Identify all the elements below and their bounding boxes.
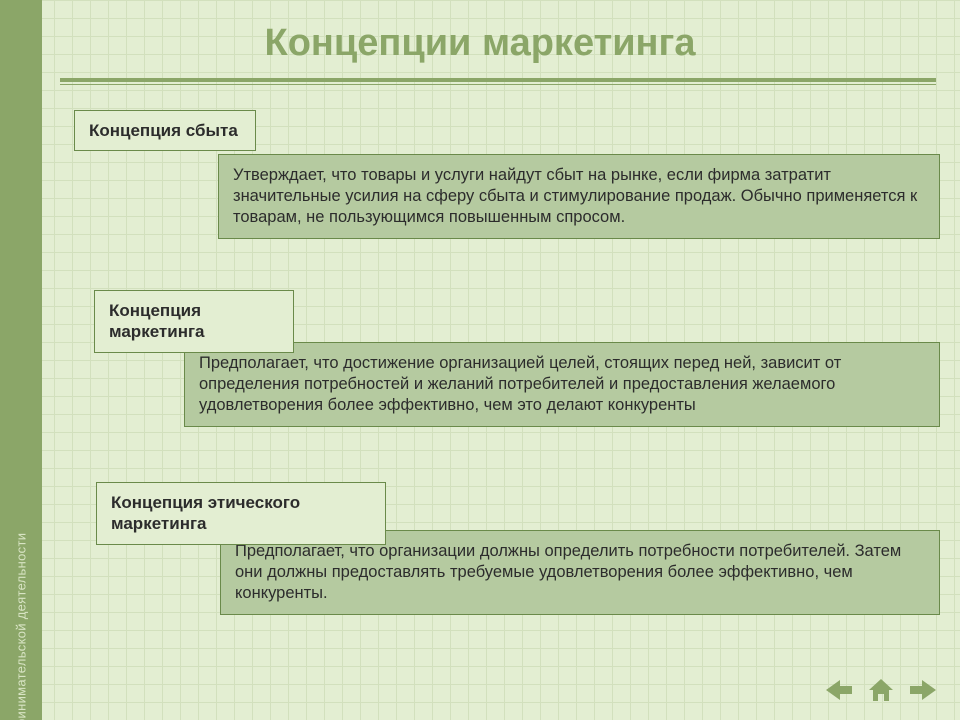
concept-tag-3: Концепция этического маркетинга xyxy=(96,482,386,545)
title-underline-thin xyxy=(60,84,936,85)
slide: Маркетинг в предпринимательской деятельн… xyxy=(0,0,960,720)
nav-buttons xyxy=(824,676,938,704)
concept-tag-2: Концепция маркетинга xyxy=(94,290,294,353)
home-icon xyxy=(868,678,894,702)
page-title: Концепции маркетинга xyxy=(0,22,960,65)
sidebar-label: Маркетинг в предпринимательской деятельн… xyxy=(14,533,29,720)
concept-tag-1: Концепция сбыта xyxy=(74,110,256,151)
sidebar: Маркетинг в предпринимательской деятельн… xyxy=(0,0,42,720)
home-button[interactable] xyxy=(866,676,896,704)
concept-description-1: Утверждает, что товары и услуги найдут с… xyxy=(218,154,940,239)
arrow-left-icon xyxy=(826,678,852,702)
title-underline-thick xyxy=(60,78,936,82)
next-button[interactable] xyxy=(908,676,938,704)
concept-description-2: Предполагает, что достижение организацие… xyxy=(184,342,940,427)
arrow-right-icon xyxy=(910,678,936,702)
prev-button[interactable] xyxy=(824,676,854,704)
